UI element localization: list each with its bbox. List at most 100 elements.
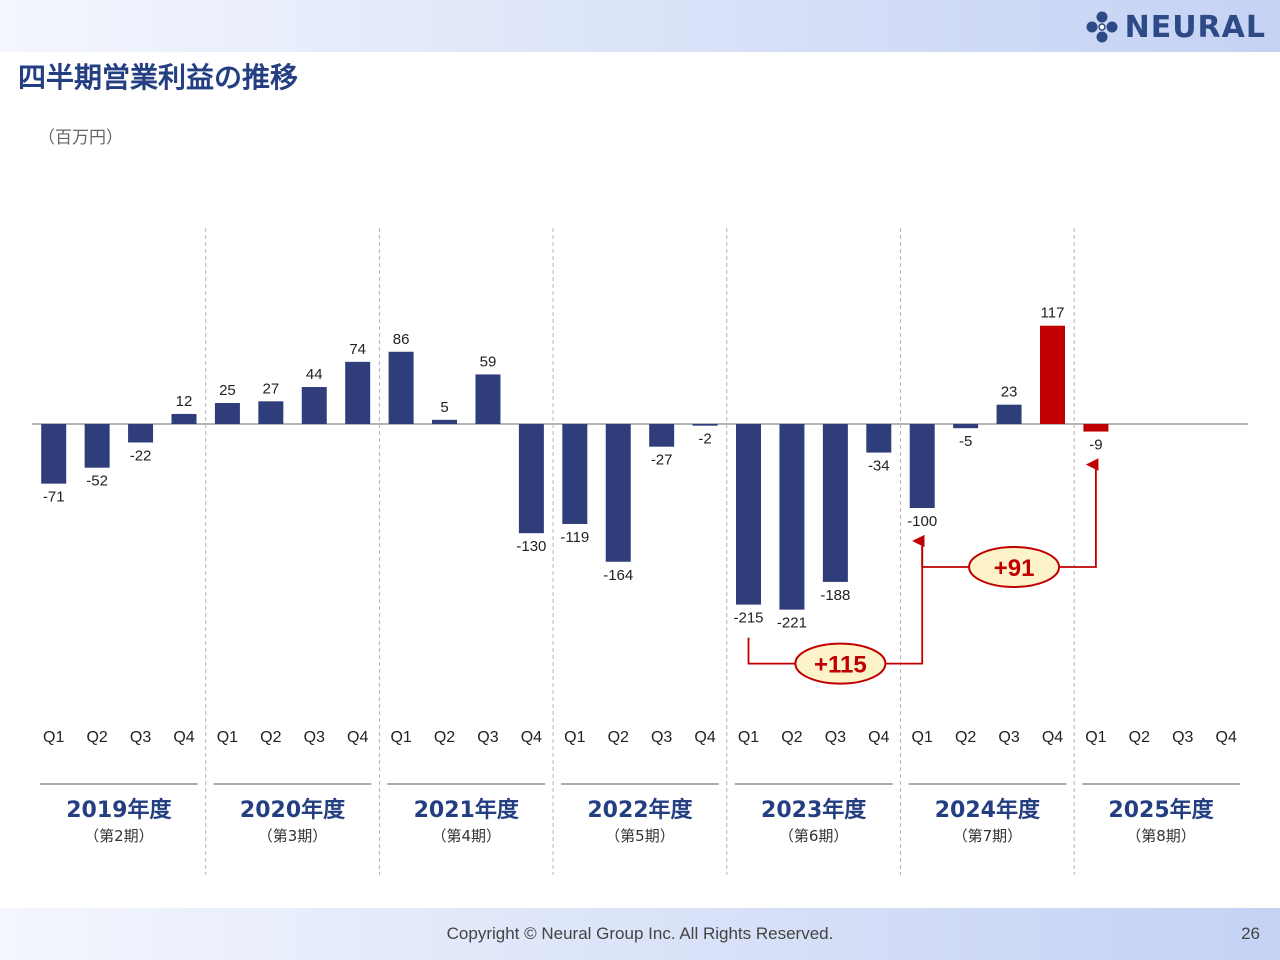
bar-2021年度-Q3 xyxy=(475,374,501,424)
data-label: -221 xyxy=(777,615,807,632)
year-label: 2024年度 xyxy=(935,797,1041,823)
data-label: 86 xyxy=(393,331,410,348)
quarter-label: Q1 xyxy=(564,729,585,746)
period-label: （第2期） xyxy=(84,827,154,845)
data-label: -27 xyxy=(651,452,673,469)
data-label: -164 xyxy=(603,567,633,584)
bar-2021年度-Q4 xyxy=(518,424,544,534)
quarter-label: Q2 xyxy=(608,729,629,746)
quarter-label: Q4 xyxy=(521,729,542,746)
data-label: -100 xyxy=(907,513,937,530)
data-label: -22 xyxy=(130,447,152,464)
quarter-label: Q3 xyxy=(651,729,672,746)
year-label: 2022年度 xyxy=(587,797,693,823)
logo-text: NEURAL xyxy=(1124,9,1266,45)
bar-2024年度-Q4 xyxy=(1039,325,1065,424)
quarter-label: Q1 xyxy=(1085,729,1106,746)
year-label: 2021年度 xyxy=(414,797,520,823)
bar-2019年度-Q2 xyxy=(84,424,110,468)
bar-2019年度-Q3 xyxy=(128,424,154,443)
quarter-label: Q3 xyxy=(998,729,1019,746)
callout-bubble xyxy=(794,642,887,685)
data-label: 12 xyxy=(176,393,193,410)
unit-label: （百万円） xyxy=(38,128,123,148)
bar-2023年度-Q3 xyxy=(822,424,848,582)
data-label: -34 xyxy=(868,458,890,475)
quarter-label: Q2 xyxy=(1129,729,1150,746)
bar-2022年度-Q2 xyxy=(605,424,631,562)
copyright-text: Copyright © Neural Group Inc. All Rights… xyxy=(446,924,834,943)
bar-2022年度-Q4 xyxy=(692,424,718,426)
quarter-label: Q4 xyxy=(173,729,194,746)
data-label: 5 xyxy=(440,399,448,416)
bar-2024年度-Q3 xyxy=(996,404,1022,424)
bar-2022年度-Q3 xyxy=(649,424,675,447)
quarter-label: Q2 xyxy=(434,729,455,746)
quarter-label: Q2 xyxy=(86,729,107,746)
data-label: -52 xyxy=(86,473,108,490)
bar-2021年度-Q2 xyxy=(432,419,458,424)
quarter-label: Q3 xyxy=(477,729,498,746)
quarter-label: Q1 xyxy=(390,729,411,746)
data-label: 25 xyxy=(219,382,236,399)
bar-2020年度-Q3 xyxy=(301,387,327,424)
quarter-label: Q2 xyxy=(781,729,802,746)
year-label: 2025年度 xyxy=(1108,797,1214,823)
quarter-label: Q2 xyxy=(260,729,281,746)
quarter-label: Q1 xyxy=(912,729,933,746)
data-label: -9 xyxy=(1089,437,1102,454)
data-label: -188 xyxy=(820,587,850,604)
period-label: （第4期） xyxy=(431,827,501,845)
data-label: 23 xyxy=(1001,384,1018,401)
period-label: （第5期） xyxy=(605,827,675,845)
bar-2020年度-Q4 xyxy=(345,361,371,424)
data-label: 44 xyxy=(306,366,323,383)
data-label: -71 xyxy=(43,489,65,506)
year-label: 2019年度 xyxy=(66,797,172,823)
footer-band xyxy=(0,908,1280,960)
brand-logo: NEURAL xyxy=(1085,8,1266,46)
quarter-label: Q4 xyxy=(347,729,368,746)
year-label: 2020年度 xyxy=(240,797,346,823)
period-label: （第8期） xyxy=(1126,827,1196,845)
bar-2023年度-Q1 xyxy=(736,424,762,605)
bar-2021年度-Q1 xyxy=(388,351,414,424)
quarter-label: Q2 xyxy=(955,729,976,746)
period-label: （第3期） xyxy=(258,827,328,845)
quarter-label: Q3 xyxy=(130,729,151,746)
bar-2019年度-Q4 xyxy=(171,413,197,424)
bar-2025年度-Q1 xyxy=(1083,424,1109,432)
quarter-label: Q4 xyxy=(1042,729,1063,746)
page-title: 四半期営業利益の推移 xyxy=(18,61,299,94)
data-label: -5 xyxy=(959,433,972,450)
quarter-label: Q1 xyxy=(217,729,238,746)
bar-2023年度-Q4 xyxy=(866,424,892,453)
bar-2024年度-Q1 xyxy=(909,424,935,508)
data-label: 27 xyxy=(262,380,279,397)
quarter-label: Q4 xyxy=(1216,729,1237,746)
quarter-label: Q1 xyxy=(43,729,64,746)
quarter-label: Q1 xyxy=(738,729,759,746)
page-number: 26 xyxy=(1241,924,1260,943)
quarter-label: Q4 xyxy=(694,729,715,746)
bar-2020年度-Q1 xyxy=(214,403,240,424)
callout-label: +91 xyxy=(994,555,1035,582)
quarter-label: Q3 xyxy=(825,729,846,746)
period-label: （第7期） xyxy=(953,827,1023,845)
bar-2019年度-Q1 xyxy=(41,424,67,484)
year-label: 2023年度 xyxy=(761,797,867,823)
data-label: -130 xyxy=(516,538,546,555)
header-band xyxy=(0,0,1280,52)
quarter-label: Q3 xyxy=(1172,729,1193,746)
bar-2022年度-Q1 xyxy=(562,424,588,524)
bar-2023年度-Q2 xyxy=(779,424,805,610)
quarter-label: Q4 xyxy=(868,729,889,746)
neural-logo-icon xyxy=(1086,11,1118,43)
quarter-label: Q3 xyxy=(304,729,325,746)
data-label: -119 xyxy=(560,529,589,546)
data-label: -215 xyxy=(733,610,763,627)
bar-2020年度-Q2 xyxy=(258,401,284,424)
callout-bubble xyxy=(968,546,1061,588)
data-label: 74 xyxy=(349,341,366,358)
